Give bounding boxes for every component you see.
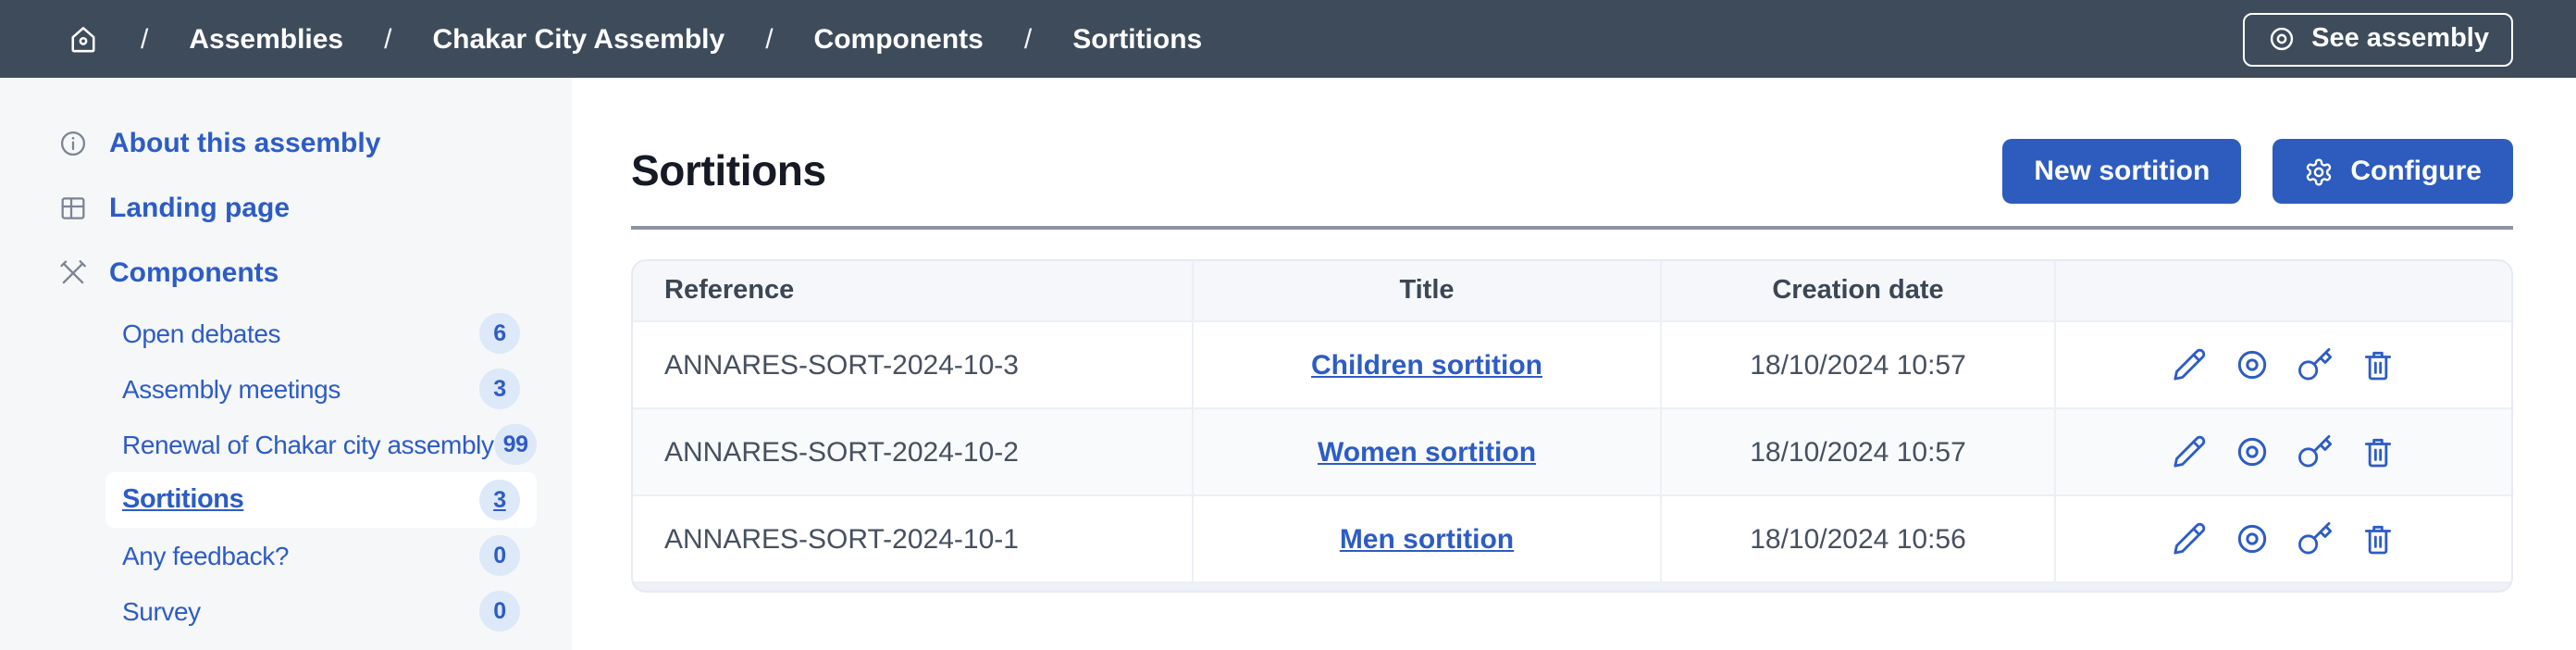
breadcrumb-item-assembly[interactable]: Chakar City Assembly	[432, 23, 725, 55]
edit-button[interactable]	[2171, 520, 2208, 557]
count-badge: 3	[479, 480, 520, 520]
see-assembly-button[interactable]: See assembly	[2243, 12, 2513, 66]
trash-icon	[2359, 520, 2396, 557]
column-header-actions	[2056, 261, 2511, 322]
see-assembly-label: See assembly	[2311, 24, 2489, 54]
breadcrumb-separator: /	[1023, 23, 1033, 55]
sidebar-item-assembly-meetings[interactable]: Assembly meetings 3	[105, 361, 537, 417]
trash-icon	[2359, 346, 2396, 383]
layout-icon	[57, 193, 89, 224]
breadcrumb: / Assemblies / Chakar City Assembly / Co…	[67, 22, 1202, 56]
delete-button[interactable]	[2359, 346, 2396, 383]
preview-button[interactable]	[2234, 520, 2271, 557]
sidebar-item-label: Open debates	[122, 319, 281, 348]
pencil-icon	[2171, 520, 2208, 557]
preview-button[interactable]	[2234, 346, 2271, 383]
count-badge: 0	[479, 591, 520, 631]
sidebar: About this assembly Landing page Compone…	[0, 78, 572, 650]
creation-date-cell: 18/10/2024 10:57	[1662, 409, 2056, 496]
sidebar-item-open-debates[interactable]: Open debates 6	[105, 306, 537, 361]
creation-date-cell: 18/10/2024 10:56	[1662, 496, 2056, 583]
eye-icon	[2234, 433, 2271, 470]
column-header-creation-date: Creation date	[1662, 261, 2056, 322]
row-actions	[2056, 496, 2511, 583]
row-actions	[2056, 409, 2511, 496]
page-title: Sortitions	[631, 146, 826, 194]
configure-label: Configure	[2350, 156, 2482, 187]
breadcrumb-item-assemblies[interactable]: Assemblies	[189, 23, 344, 55]
sidebar-item-label: Landing page	[109, 193, 290, 224]
sortition-title-link[interactable]: Women sortition	[1317, 436, 1537, 468]
count-badge: 99	[493, 424, 538, 465]
edit-button[interactable]	[2171, 346, 2208, 383]
table-row: ANNARES-SORT-2024-10-1 Men sortition 18/…	[633, 496, 2511, 583]
breadcrumb-item-current: Sortitions	[1072, 23, 1203, 55]
permissions-button[interactable]	[2297, 346, 2334, 383]
sidebar-item-renewal[interactable]: Renewal of Chakar city assembly 99	[105, 417, 538, 472]
table-row: ANNARES-SORT-2024-10-3 Children sortitio…	[633, 322, 2511, 409]
breadcrumb-separator: /	[141, 23, 149, 55]
key-icon	[2297, 346, 2334, 383]
edit-button[interactable]	[2171, 433, 2208, 470]
sidebar-item-any-feedback[interactable]: Any feedback? 0	[105, 528, 537, 583]
new-sortition-label: New sortition	[2034, 156, 2211, 187]
sidebar-item-about[interactable]: About this assembly	[57, 111, 572, 176]
sidebar-item-label: Survey	[122, 596, 201, 626]
sidebar-item-label: Components	[109, 257, 279, 289]
breadcrumb-item-components[interactable]: Components	[813, 23, 984, 55]
key-icon	[2297, 520, 2334, 557]
row-actions	[2056, 322, 2511, 409]
configure-button[interactable]: Configure	[2273, 139, 2513, 204]
breadcrumb-separator: /	[384, 23, 392, 55]
breadcrumb-separator: /	[765, 23, 774, 55]
sortition-title-link[interactable]: Children sortition	[1311, 349, 1542, 381]
sortition-title-link[interactable]: Men sortition	[1339, 523, 1515, 555]
tools-icon	[57, 257, 89, 289]
column-header-title: Title	[1194, 261, 1662, 322]
eye-icon	[2234, 346, 2271, 383]
table-header-row: Reference Title Creation date	[633, 261, 2511, 322]
info-icon	[57, 128, 89, 159]
count-badge: 3	[479, 369, 520, 409]
sidebar-item-label: Sortitions	[122, 485, 244, 515]
column-header-reference: Reference	[633, 261, 1194, 322]
count-badge: 6	[479, 313, 520, 354]
sidebar-item-sortitions[interactable]: Sortitions 3	[105, 472, 537, 528]
creation-date-cell: 18/10/2024 10:57	[1662, 322, 2056, 409]
new-sortition-button[interactable]: New sortition	[2002, 139, 2242, 204]
main-content: Sortitions New sortition Configure Refer…	[572, 78, 2576, 650]
count-badge: 0	[479, 535, 520, 576]
delete-button[interactable]	[2359, 433, 2396, 470]
pencil-icon	[2171, 433, 2208, 470]
eye-icon	[2267, 24, 2297, 54]
permissions-button[interactable]	[2297, 520, 2334, 557]
trash-icon	[2359, 433, 2396, 470]
sortitions-table: Reference Title Creation date ANNARES-SO…	[631, 259, 2513, 593]
gear-icon	[2304, 156, 2334, 186]
home-link[interactable]	[67, 22, 100, 56]
sidebar-item-landing-page[interactable]: Landing page	[57, 176, 572, 241]
reference-cell: ANNARES-SORT-2024-10-2	[633, 409, 1194, 496]
sidebar-item-survey[interactable]: Survey 0	[105, 583, 537, 639]
pencil-icon	[2171, 346, 2208, 383]
sidebar-item-label: Renewal of Chakar city assembly	[122, 430, 494, 459]
divider	[631, 226, 2513, 230]
reference-cell: ANNARES-SORT-2024-10-3	[633, 322, 1194, 409]
sidebar-item-label: Any feedback?	[122, 541, 290, 570]
topbar: / Assemblies / Chakar City Assembly / Co…	[0, 0, 2576, 78]
reference-cell: ANNARES-SORT-2024-10-1	[633, 496, 1194, 583]
sidebar-item-label: Assembly meetings	[122, 374, 341, 404]
sidebar-item-label: About this assembly	[109, 128, 381, 159]
permissions-button[interactable]	[2297, 433, 2334, 470]
sidebar-item-components[interactable]: Components	[57, 241, 572, 306]
preview-button[interactable]	[2234, 433, 2271, 470]
delete-button[interactable]	[2359, 520, 2396, 557]
eye-icon	[2234, 520, 2271, 557]
table-row: ANNARES-SORT-2024-10-2 Women sortition 1…	[633, 409, 2511, 496]
key-icon	[2297, 433, 2334, 470]
home-icon	[67, 22, 100, 56]
